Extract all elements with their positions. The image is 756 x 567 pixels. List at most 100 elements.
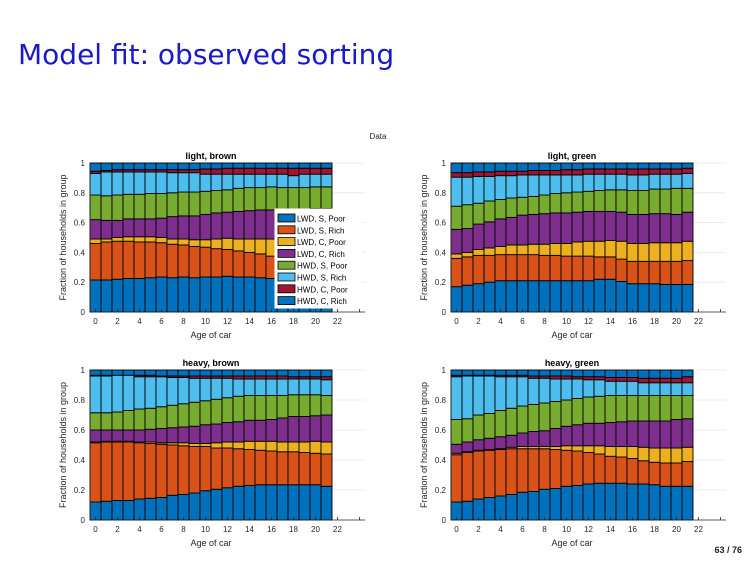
bar-segment [527, 377, 540, 405]
bar-segment [166, 277, 179, 313]
bar-segment [320, 395, 333, 416]
legend-item: HWD, C, Rich [277, 296, 347, 306]
bar-segment [89, 243, 102, 281]
bar-segment [483, 369, 496, 376]
bar-segment [111, 374, 124, 413]
bar-segment [637, 243, 650, 262]
bar-segment [494, 410, 507, 438]
legend-swatch [277, 260, 296, 270]
bar-segment [232, 485, 245, 521]
bar-segment [221, 237, 234, 250]
bar-segment [166, 243, 179, 279]
bar-segment [626, 458, 639, 485]
bar-segment [232, 375, 245, 380]
y-tick-label: 0.4 [435, 248, 447, 257]
legend-item: LWD, C, Poor [277, 237, 346, 247]
bar-segment [516, 369, 529, 376]
bar-segment [626, 162, 639, 170]
bar-segment [144, 193, 157, 220]
panel-title: light, green [548, 151, 597, 161]
bar-segment [483, 413, 496, 439]
bar-segment [265, 440, 278, 452]
bar-segment [648, 369, 661, 379]
legend-item: LWD, C, Rich [277, 248, 345, 259]
bar-segment [188, 277, 201, 313]
bar-segment [199, 369, 212, 377]
y-axis-label: Fraction of households in group [58, 382, 68, 508]
bar-segment [681, 382, 694, 396]
y-tick-label: 0.8 [74, 189, 86, 198]
bar-segment [155, 443, 168, 498]
x-tick-label: 4 [498, 317, 503, 326]
bar-segment [298, 167, 311, 175]
bar-segment [309, 394, 322, 417]
bar-segment [626, 483, 639, 521]
bar-segment [188, 425, 201, 444]
bar-segment [450, 286, 463, 313]
bar-segment [199, 424, 212, 444]
bar-segment [232, 173, 245, 189]
x-tick-label: 18 [650, 317, 659, 326]
bar-segment [298, 187, 311, 210]
bar-segment [615, 456, 628, 484]
bar-segment [483, 200, 496, 223]
bar-segment [505, 175, 518, 199]
bar-segment [549, 162, 562, 171]
bar-segment [177, 403, 190, 428]
bar-segment [100, 219, 113, 240]
bar-segment [243, 210, 256, 240]
bar-segment [199, 162, 212, 170]
bar-segment [593, 453, 606, 484]
bar-segment [604, 162, 617, 170]
bar-segment [527, 162, 540, 171]
bar-segment [571, 378, 584, 399]
bar-segment [243, 167, 256, 175]
bar-segment [648, 484, 661, 521]
bar-segment [670, 382, 683, 396]
x-tick-label: 14 [606, 525, 615, 534]
bar-segment [593, 379, 606, 397]
bar-segment [133, 241, 146, 279]
x-tick-label: 8 [181, 525, 186, 534]
bar-segment [450, 205, 463, 230]
bar-segment [538, 174, 551, 196]
x-axis-label: Age of car [190, 538, 231, 548]
bar-segment [298, 416, 311, 443]
bar-segment [648, 377, 661, 384]
bar-segment [166, 377, 179, 406]
bar-segment [243, 238, 256, 253]
bar-segment [681, 461, 694, 487]
bar-segment [177, 172, 190, 193]
bar-segment [560, 378, 573, 401]
y-tick-label: 0.2 [74, 278, 86, 287]
bar-segment [254, 440, 267, 451]
bar-segment [254, 419, 267, 442]
bar-segment [472, 171, 485, 177]
bar-segment [560, 212, 573, 244]
y-tick-label: 0.8 [435, 396, 447, 405]
bar-segment [527, 213, 540, 245]
bar-segment [254, 187, 267, 211]
bar-segment [144, 369, 157, 376]
bar-segment [276, 417, 289, 443]
bar-segment [450, 376, 463, 420]
bar-segment [538, 194, 551, 215]
bar-segment [549, 401, 562, 429]
bar-segment [111, 429, 124, 442]
bar-segment [472, 375, 485, 416]
bar-segment [155, 162, 168, 171]
bar-segment [593, 240, 606, 258]
bar-segment [221, 422, 234, 443]
bar-segment [210, 238, 223, 250]
y-tick-label: 0.2 [435, 278, 447, 287]
legend-label: LWD, C, Poor [297, 238, 346, 247]
bar-segment [232, 395, 245, 423]
bar-segment [450, 228, 463, 255]
bar-segment [483, 162, 496, 173]
bar-segment [560, 162, 573, 171]
bar-segment [320, 369, 333, 378]
bar-segment [166, 162, 179, 171]
x-tick-label: 22 [694, 525, 703, 534]
bar-segment [100, 441, 113, 502]
